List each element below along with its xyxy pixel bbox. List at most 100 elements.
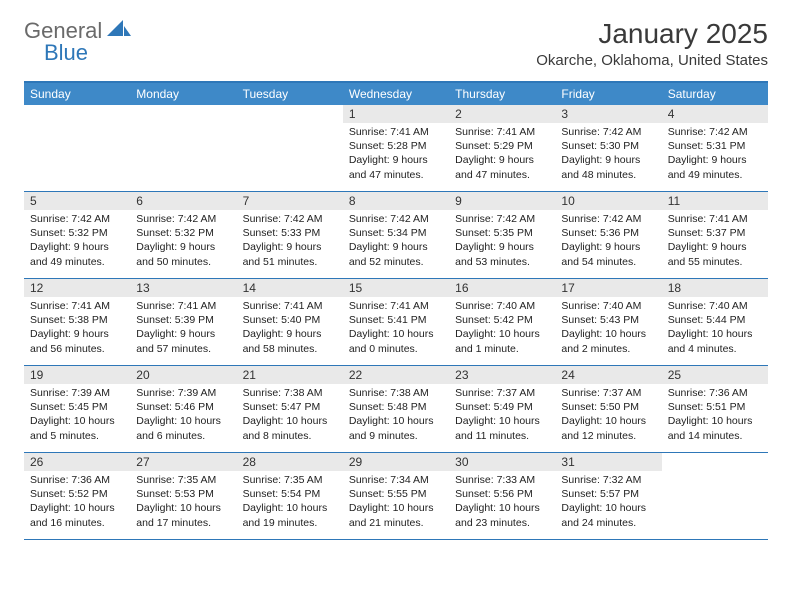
daylight-line1: Daylight: 10 hours [561,414,655,428]
daylight-line2: and 57 minutes. [136,342,230,356]
daylight-line2: and 49 minutes. [668,168,762,182]
day-number: 8 [343,192,449,210]
sunset-text: Sunset: 5:29 PM [455,139,549,153]
daylight-line2: and 1 minute. [455,342,549,356]
sunrise-text: Sunrise: 7:39 AM [30,386,124,400]
sun-info: Sunrise: 7:42 AMSunset: 5:32 PMDaylight:… [30,212,124,269]
sunrise-text: Sunrise: 7:35 AM [243,473,337,487]
day-cell: 15Sunrise: 7:41 AMSunset: 5:41 PMDayligh… [343,279,449,365]
day-number: 1 [343,105,449,123]
sunset-text: Sunset: 5:37 PM [668,226,762,240]
daylight-line1: Daylight: 9 hours [30,327,124,341]
sun-info: Sunrise: 7:41 AMSunset: 5:40 PMDaylight:… [243,299,337,356]
day-number: 3 [555,105,661,123]
sunrise-text: Sunrise: 7:41 AM [349,299,443,313]
daylight-line1: Daylight: 9 hours [455,240,549,254]
day-number: 17 [555,279,661,297]
day-cell: 17Sunrise: 7:40 AMSunset: 5:43 PMDayligh… [555,279,661,365]
daylight-line1: Daylight: 9 hours [136,240,230,254]
sunrise-text: Sunrise: 7:41 AM [30,299,124,313]
weekday-header: Wednesday [343,83,449,105]
sun-info: Sunrise: 7:38 AMSunset: 5:48 PMDaylight:… [349,386,443,443]
daylight-line2: and 56 minutes. [30,342,124,356]
day-cell: 16Sunrise: 7:40 AMSunset: 5:42 PMDayligh… [449,279,555,365]
daylight-line2: and 0 minutes. [349,342,443,356]
logo-sail-icon [107,20,131,43]
day-number: 26 [24,453,130,471]
sunrise-text: Sunrise: 7:33 AM [455,473,549,487]
day-number: 14 [237,279,343,297]
day-cell: 3Sunrise: 7:42 AMSunset: 5:30 PMDaylight… [555,105,661,191]
daylight-line2: and 51 minutes. [243,255,337,269]
sun-info: Sunrise: 7:38 AMSunset: 5:47 PMDaylight:… [243,386,337,443]
location-text: Okarche, Oklahoma, United States [536,52,768,69]
day-number: 6 [130,192,236,210]
sun-info: Sunrise: 7:42 AMSunset: 5:31 PMDaylight:… [668,125,762,182]
daylight-line2: and 23 minutes. [455,516,549,530]
sun-info: Sunrise: 7:37 AMSunset: 5:50 PMDaylight:… [561,386,655,443]
sunset-text: Sunset: 5:54 PM [243,487,337,501]
day-cell: 11Sunrise: 7:41 AMSunset: 5:37 PMDayligh… [662,192,768,278]
sun-info: Sunrise: 7:39 AMSunset: 5:45 PMDaylight:… [30,386,124,443]
daylight-line2: and 52 minutes. [349,255,443,269]
sun-info: Sunrise: 7:41 AMSunset: 5:37 PMDaylight:… [668,212,762,269]
sunset-text: Sunset: 5:44 PM [668,313,762,327]
sunset-text: Sunset: 5:46 PM [136,400,230,414]
daylight-line2: and 21 minutes. [349,516,443,530]
day-number: 19 [24,366,130,384]
daylight-line1: Daylight: 10 hours [30,414,124,428]
day-cell: 30Sunrise: 7:33 AMSunset: 5:56 PMDayligh… [449,453,555,539]
sun-info: Sunrise: 7:39 AMSunset: 5:46 PMDaylight:… [136,386,230,443]
daylight-line1: Daylight: 10 hours [349,414,443,428]
sunrise-text: Sunrise: 7:41 AM [349,125,443,139]
day-cell: 28Sunrise: 7:35 AMSunset: 5:54 PMDayligh… [237,453,343,539]
sunset-text: Sunset: 5:45 PM [30,400,124,414]
sunset-text: Sunset: 5:31 PM [668,139,762,153]
daylight-line2: and 17 minutes. [136,516,230,530]
day-number: 23 [449,366,555,384]
sunrise-text: Sunrise: 7:40 AM [668,299,762,313]
daylight-line2: and 54 minutes. [561,255,655,269]
sunrise-text: Sunrise: 7:38 AM [243,386,337,400]
day-cell: 2Sunrise: 7:41 AMSunset: 5:29 PMDaylight… [449,105,555,191]
daylight-line2: and 4 minutes. [668,342,762,356]
day-number: 18 [662,279,768,297]
daylight-line2: and 6 minutes. [136,429,230,443]
week-row: 19Sunrise: 7:39 AMSunset: 5:45 PMDayligh… [24,366,768,453]
sunrise-text: Sunrise: 7:41 AM [455,125,549,139]
day-cell: 4Sunrise: 7:42 AMSunset: 5:31 PMDaylight… [662,105,768,191]
daylight-line1: Daylight: 10 hours [349,501,443,515]
day-cell: 26 Sunrise: 7:36 AMSunset: 5:52 PMDayligh… [24,453,130,539]
sun-info: Sunrise: 7:35 AMSunset: 5:54 PMDaylight:… [243,473,337,530]
weekday-header: Friday [555,83,661,105]
daylight-line1: Daylight: 9 hours [243,327,337,341]
sun-info: Sunrise: 7:41 AMSunset: 5:38 PMDaylight:… [30,299,124,356]
sun-info: Sunrise: 7:33 AMSunset: 5:56 PMDaylight:… [455,473,549,530]
daylight-line2: and 55 minutes. [668,255,762,269]
daylight-line1: Daylight: 10 hours [136,501,230,515]
day-cell: 27Sunrise: 7:35 AMSunset: 5:53 PMDayligh… [130,453,236,539]
sunset-text: Sunset: 5:30 PM [561,139,655,153]
sunrise-text: Sunrise: 7:42 AM [455,212,549,226]
sunset-text: Sunset: 5:38 PM [30,313,124,327]
sunset-text: Sunset: 5:52 PM [30,487,124,501]
day-number: 24 [555,366,661,384]
sunset-text: Sunset: 5:40 PM [243,313,337,327]
sunrise-text: Sunrise: 7:42 AM [561,212,655,226]
day-number: 12 [24,279,130,297]
sunrise-text: Sunrise: 7:38 AM [349,386,443,400]
sun-info: Sunrise: 7:36 AMSunset: 5:52 PMDaylight:… [30,473,124,530]
sunrise-text: Sunrise: 7:42 AM [136,212,230,226]
sunset-text: Sunset: 5:49 PM [455,400,549,414]
daylight-line2: and 11 minutes. [455,429,549,443]
weekday-header: Monday [130,83,236,105]
day-number: 10 [555,192,661,210]
sunset-text: Sunset: 5:35 PM [455,226,549,240]
day-cell: 22Sunrise: 7:38 AMSunset: 5:48 PMDayligh… [343,366,449,452]
sunrise-text: Sunrise: 7:40 AM [455,299,549,313]
daylight-line1: Daylight: 10 hours [668,414,762,428]
daylight-line1: Daylight: 10 hours [455,414,549,428]
weekday-header: Tuesday [237,83,343,105]
sunrise-text: Sunrise: 7:42 AM [30,212,124,226]
daylight-line2: and 2 minutes. [561,342,655,356]
